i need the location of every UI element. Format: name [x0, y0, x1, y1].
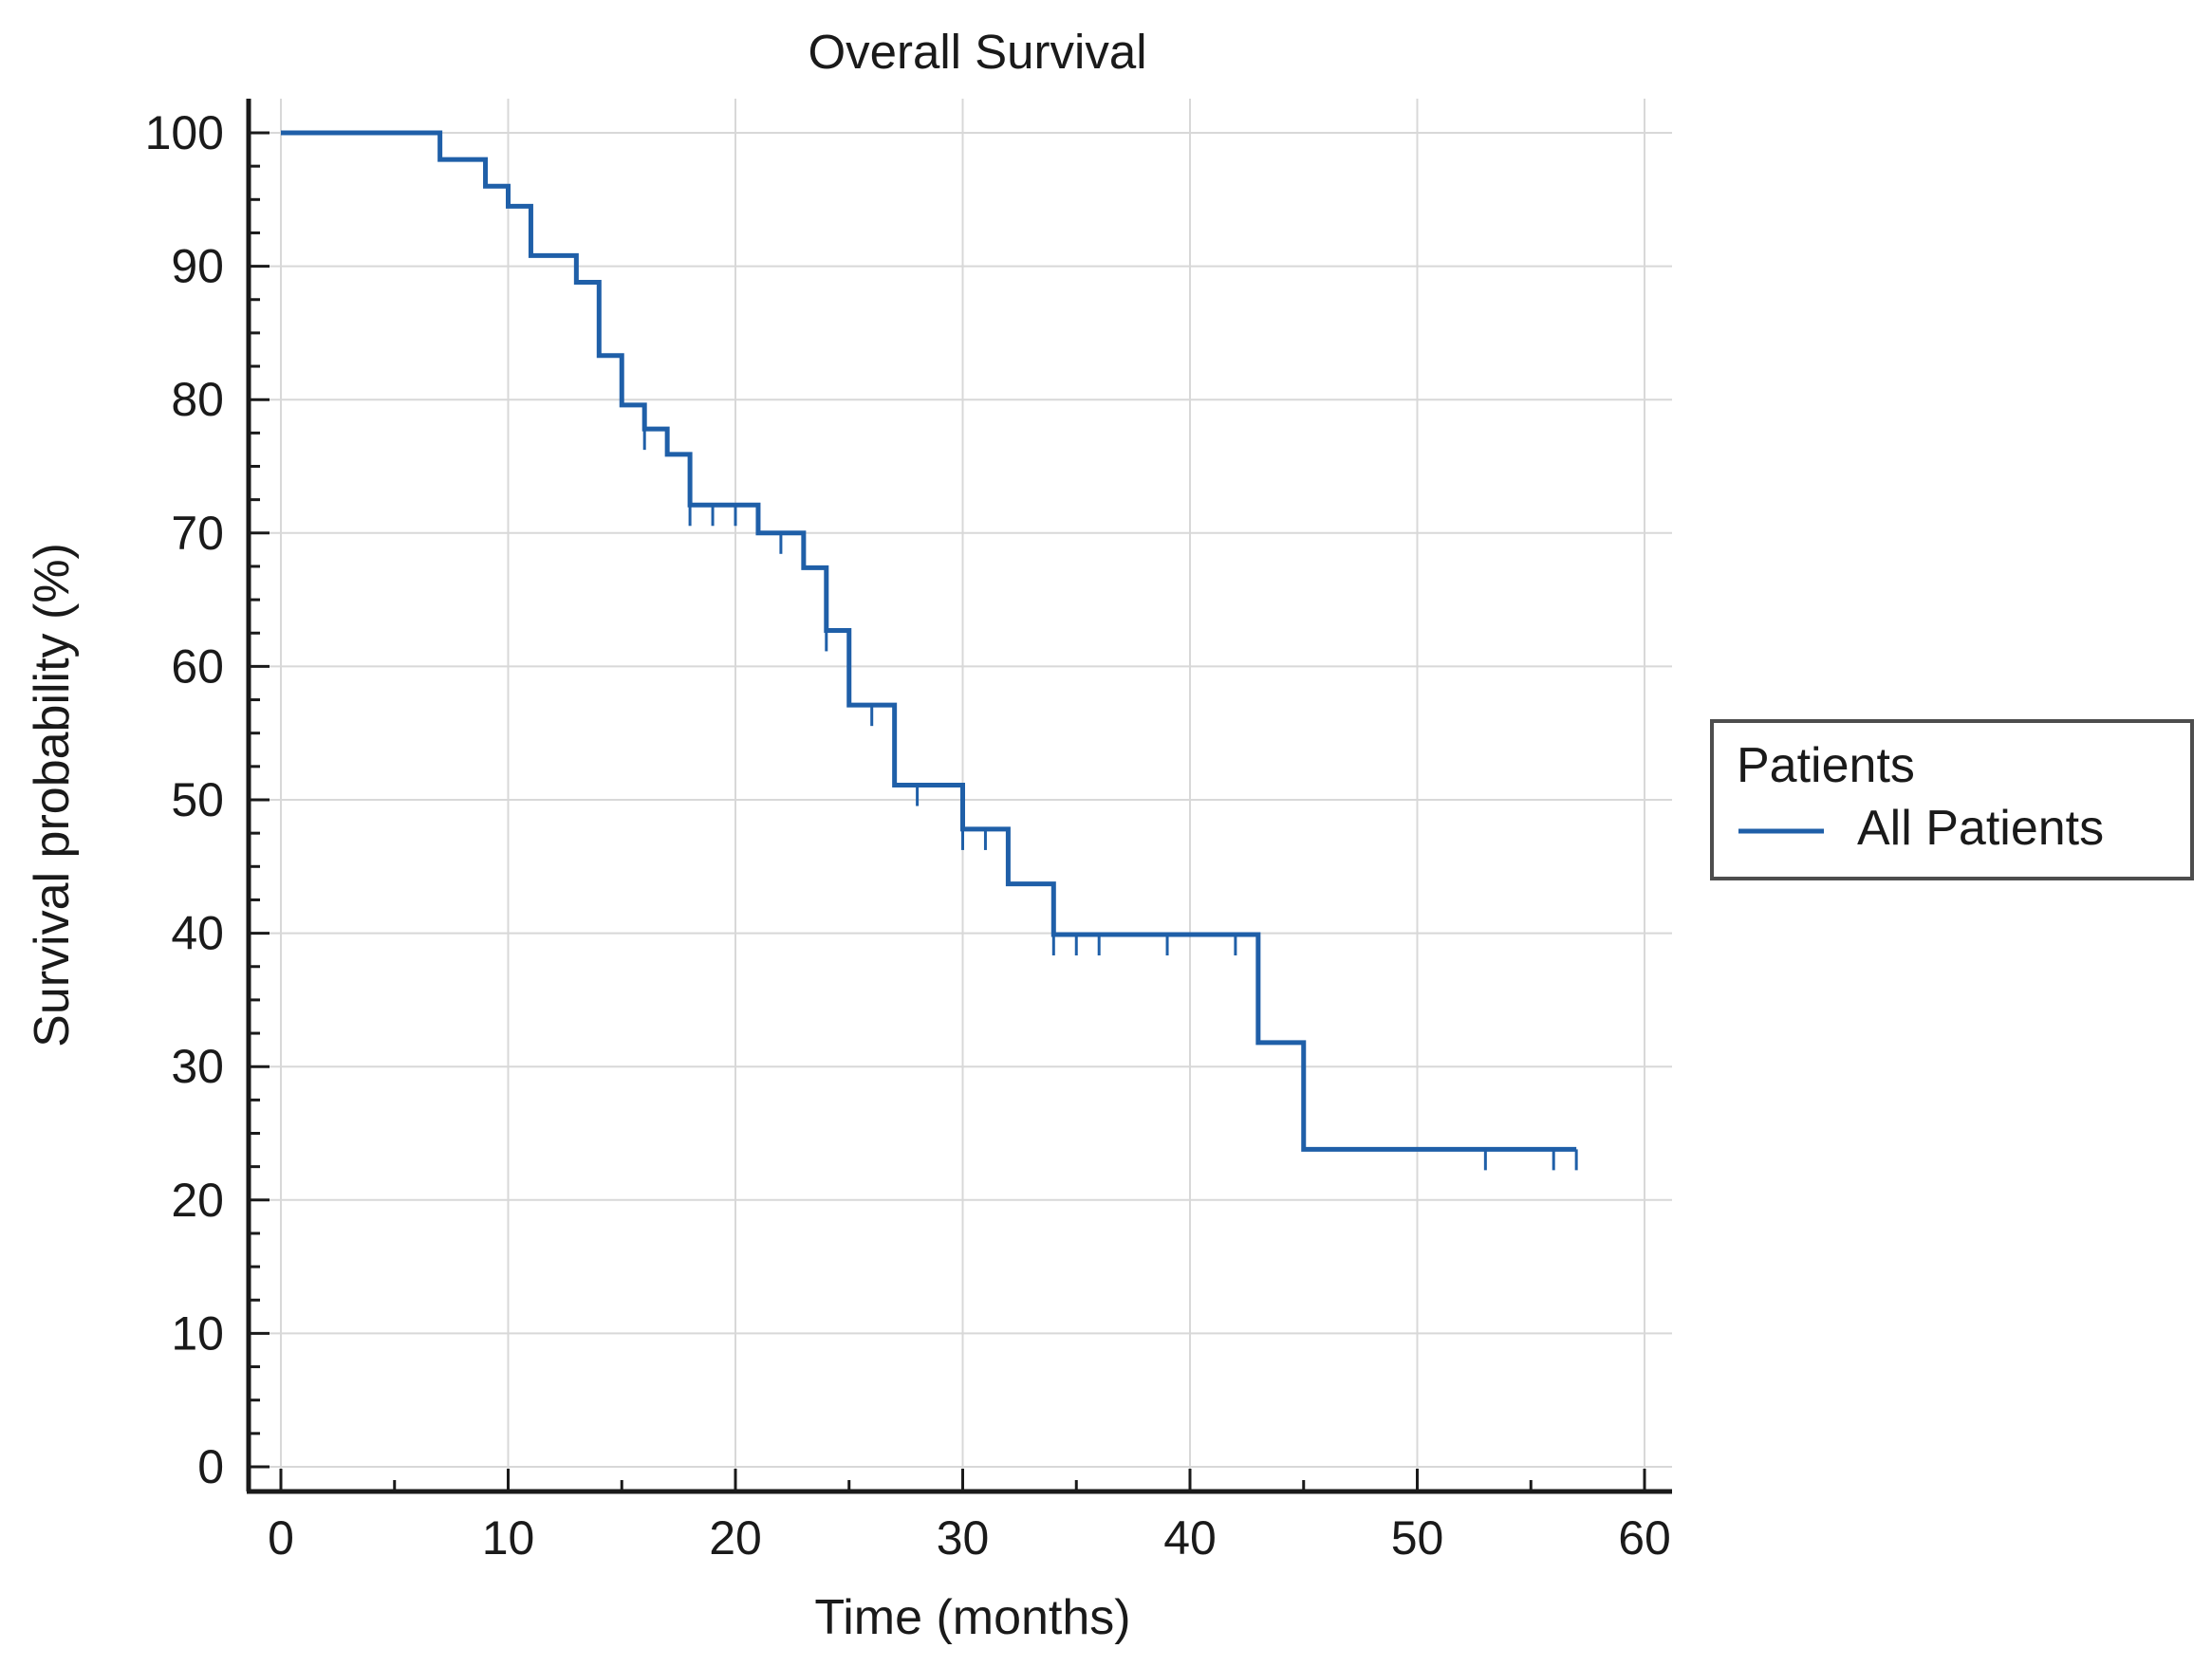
- legend-title: Patients: [1737, 738, 1915, 793]
- y-tick-label-100: 100: [145, 106, 224, 159]
- x-tick-label-50: 50: [1391, 1511, 1444, 1565]
- axes: 0 10 20 30 40 50 60 70 80 90 100 0 10 20 30 40 50 60: [145, 99, 1672, 1565]
- y-tick-label-30: 30: [171, 1040, 224, 1093]
- y-axis-label: Survival probability (%): [25, 543, 80, 1047]
- legend-label-all-patients: All Patients: [1857, 801, 2104, 856]
- x-tick-label-0: 0: [268, 1511, 294, 1565]
- y-tick-label-80: 80: [171, 373, 224, 426]
- x-tick-label-60: 60: [1618, 1511, 1671, 1565]
- x-tick-label-30: 30: [937, 1511, 990, 1565]
- y-tick-label-90: 90: [171, 240, 224, 293]
- x-tick-label-40: 40: [1163, 1511, 1217, 1565]
- y-tick-label-0: 0: [197, 1440, 224, 1493]
- y-tick-label-40: 40: [171, 907, 224, 960]
- x-tick-label-20: 20: [709, 1511, 762, 1565]
- survival-curve-0: [281, 130, 1577, 1152]
- x-axis-label: Time (months): [814, 1590, 1130, 1645]
- legend-box: [1710, 719, 2194, 880]
- y-tick-label-60: 60: [171, 639, 224, 693]
- series-layer: [281, 130, 1578, 1171]
- y-tick-label-70: 70: [171, 507, 224, 560]
- y-tick-label-10: 10: [171, 1306, 224, 1360]
- legend: Patients All Patients: [1710, 719, 2194, 880]
- x-tick-label-10: 10: [482, 1511, 535, 1565]
- chart-title: Overall Survival: [808, 25, 1146, 79]
- y-tick-label-20: 20: [171, 1174, 224, 1227]
- y-tick-label-50: 50: [171, 773, 224, 826]
